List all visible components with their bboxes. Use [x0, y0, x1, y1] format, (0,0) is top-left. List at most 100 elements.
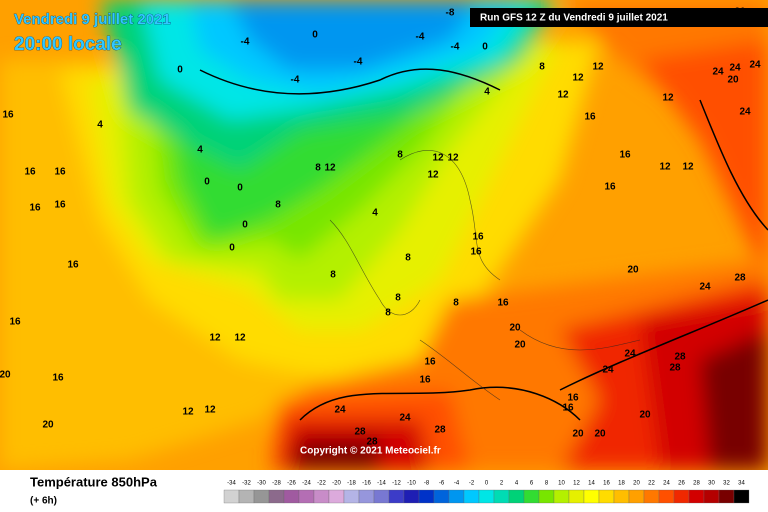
contour-label: -4 — [354, 57, 363, 68]
contour-label: 16 — [567, 393, 579, 404]
scale-swatch — [418, 489, 435, 504]
contour-label: 8 — [395, 293, 401, 304]
contour-label: 12 — [209, 333, 221, 344]
scale-label: 8 — [545, 481, 549, 487]
scale-swatch — [478, 489, 495, 504]
contour-label: 16 — [562, 403, 574, 414]
scale-label: 18 — [618, 481, 625, 487]
contour-label: 12 — [234, 333, 246, 344]
scale-swatch — [358, 489, 375, 504]
contour-label: 24 — [712, 67, 724, 78]
contour-label: 8 — [275, 200, 281, 211]
scale-swatch — [298, 489, 315, 504]
scale-swatch — [373, 489, 390, 504]
contour-label: 12 — [204, 405, 216, 416]
scale-swatch — [613, 489, 630, 504]
scale-label: 30 — [708, 481, 715, 487]
scale-swatch — [598, 489, 615, 504]
legend-subtitle: (+ 6h) — [30, 496, 57, 507]
contour-label: 16 — [67, 260, 79, 271]
scale-swatch — [253, 489, 270, 504]
contour-label: 0 — [204, 177, 210, 188]
scale-swatch — [628, 489, 645, 504]
contour-label: 0 — [229, 243, 235, 254]
scale-label: 6 — [530, 481, 534, 487]
contour-label: 20 — [639, 410, 651, 421]
contour-label: 8 — [453, 298, 459, 309]
scale-swatch — [643, 489, 660, 504]
contour-label: 4 — [484, 87, 490, 98]
contour-label: 12 — [447, 153, 459, 164]
contour-label: 24 — [749, 60, 761, 71]
contour-label: -4 — [291, 75, 300, 86]
scale-label: -20 — [332, 481, 341, 487]
run-info: Run GFS 12 Z du Vendredi 9 juillet 2021 — [480, 13, 668, 24]
scale-label: 10 — [558, 481, 565, 487]
contour-label: -4 — [451, 42, 460, 53]
scale-label: 32 — [723, 481, 730, 487]
contour-label: -4 — [416, 32, 425, 43]
scale-label: -18 — [347, 481, 356, 487]
contour-label: 12 — [572, 73, 584, 84]
contour-label: 12 — [324, 163, 336, 174]
scale-label: 14 — [588, 481, 595, 487]
scale-label: 2 — [500, 481, 504, 487]
contour-label: 0 — [482, 42, 488, 53]
contour-label: 16 — [470, 247, 482, 258]
contour-label: 0 — [177, 65, 183, 76]
scale-label: -16 — [362, 481, 371, 487]
scale-swatch — [493, 489, 510, 504]
contour-label: 28 — [434, 425, 446, 436]
contour-label: 12 — [427, 170, 439, 181]
contour-label: 4 — [197, 145, 203, 156]
contour-label: 28 — [366, 437, 378, 448]
contour-label: 28 — [734, 273, 746, 284]
contour-label: 24 — [739, 107, 751, 118]
contour-label: 12 — [659, 162, 671, 173]
contour-label: 28 — [354, 427, 366, 438]
contours — [199, 68, 768, 421]
contour-label: 16 — [29, 203, 41, 214]
legend-title: Température 850hPa — [30, 474, 158, 489]
contour-label: 4 — [372, 208, 378, 219]
contour-label: 12 — [592, 62, 604, 73]
scale-label: -28 — [272, 481, 281, 487]
contour-label: 16 — [24, 167, 36, 178]
scale-label: -34 — [227, 481, 236, 487]
scale-label: 34 — [738, 481, 745, 487]
contour-label: 0 — [242, 220, 248, 231]
scale-label: -4 — [454, 481, 460, 487]
scale-label: -8 — [424, 481, 430, 487]
scale-label: 22 — [648, 481, 655, 487]
scale-label: 0 — [485, 481, 489, 487]
scale-swatch — [268, 489, 285, 504]
scale-swatch — [583, 489, 600, 504]
scale-label: -26 — [287, 481, 296, 487]
scale-swatch — [553, 489, 570, 504]
copyright: Copyright © 2021 Meteociel.fr — [300, 446, 441, 457]
color-scale: -34 -32 -30 -28 -26 -24 -22 -20 -18 -16 -14 -12 -10-… — [223, 481, 750, 504]
contour-label: 20 — [727, 75, 739, 86]
contour-label: 20 — [514, 340, 526, 351]
scale-swatch — [523, 489, 540, 504]
scale-swatch — [403, 489, 420, 504]
contour-label: 20 — [509, 323, 521, 334]
contour-label: 12 — [557, 90, 569, 101]
run-box — [470, 8, 768, 27]
scale-swatch — [433, 489, 450, 504]
scale-label: 4 — [515, 481, 519, 487]
contour-label: 28 — [669, 363, 681, 374]
scale-label: 26 — [678, 481, 685, 487]
coastlines — [329, 150, 641, 401]
contour-label: 12 — [662, 93, 674, 104]
scale-label: 20 — [633, 481, 640, 487]
contour-label: 24 — [334, 405, 346, 416]
contour-label: 8 — [315, 163, 321, 174]
contour-label: 16 — [604, 182, 616, 193]
scale-swatch — [718, 489, 735, 504]
map — [0, 0, 768, 470]
scale-swatch — [343, 489, 360, 504]
contour-label: -4 — [241, 37, 250, 48]
scale-label: 12 — [573, 481, 580, 487]
